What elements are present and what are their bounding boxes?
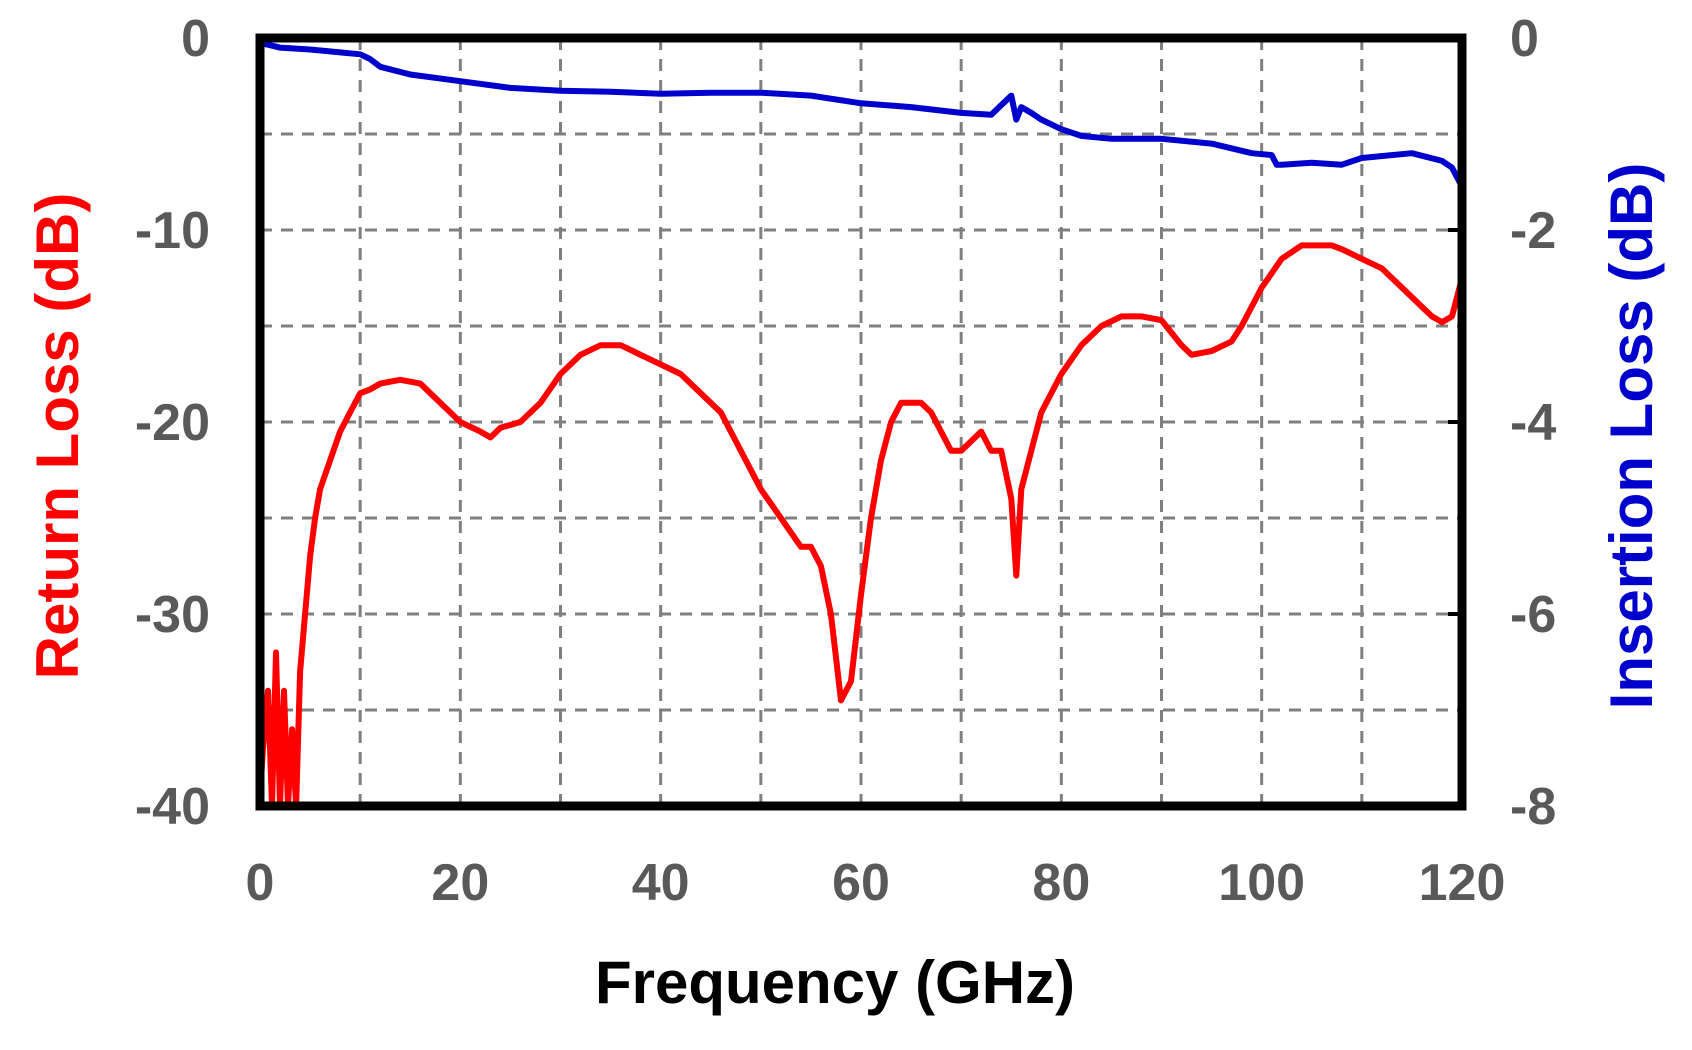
y-tick-label: -30 (135, 586, 210, 644)
x-tick-label: 0 (246, 854, 275, 912)
y2-tick-label: -2 (1510, 202, 1556, 260)
return-loss-line (257, 242, 1465, 809)
y-tick-label: -20 (135, 394, 210, 452)
y2-tick-label: -8 (1510, 778, 1556, 836)
x-tick-label: 80 (1032, 854, 1090, 912)
x-tick-label: 40 (632, 854, 690, 912)
y-tick-label: -10 (135, 202, 210, 260)
y-axis-label: Return Loss (dB) (24, 193, 91, 680)
x-axis-label: Frequency (GHz) (595, 949, 1075, 1016)
tick-labels: 0 20 40 60 80 100 120 0 -10 -20 -30 -40 0 -2 -4 -6 -8 (135, 10, 1556, 912)
y2-tick-label: 0 (1510, 10, 1539, 68)
x-tick-label: 100 (1218, 854, 1305, 912)
y2-tick-label: -4 (1510, 394, 1556, 452)
y2-tick-label: -6 (1510, 586, 1556, 644)
grid (260, 38, 1462, 806)
y-tick-label: 0 (181, 10, 210, 68)
y2-axis-label: Insertion Loss (dB) (1598, 163, 1665, 710)
y-tick-label: -40 (135, 778, 210, 836)
ticks (1448, 36, 1462, 808)
x-tick-label: 20 (431, 854, 489, 912)
x-tick-label: 120 (1419, 854, 1506, 912)
insertion-loss-line (257, 39, 1465, 190)
x-tick-label: 60 (832, 854, 890, 912)
series-layer (257, 39, 1465, 809)
